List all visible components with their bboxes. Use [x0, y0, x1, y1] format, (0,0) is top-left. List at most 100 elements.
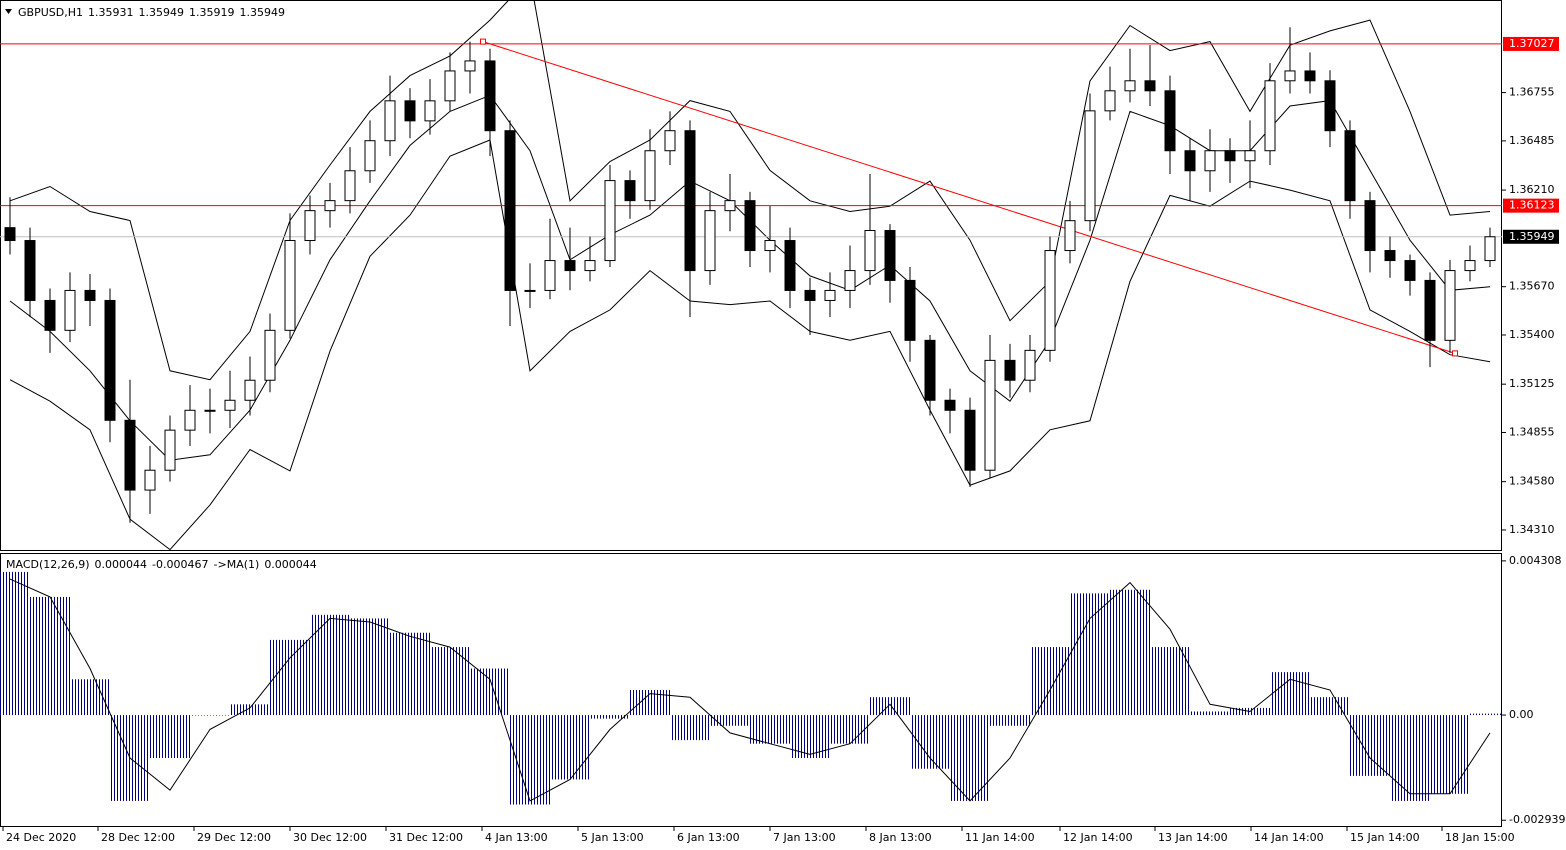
- macd-bar: [910, 715, 950, 769]
- macd-bar: [550, 715, 590, 780]
- candle-body: [924, 339, 936, 401]
- y-tick-label: 1.36755: [1509, 86, 1555, 99]
- candle-body: [224, 399, 236, 411]
- x-tick-label: 29 Dec 12:00: [197, 831, 271, 844]
- candle-body: [1284, 70, 1296, 82]
- candle-body: [1344, 130, 1356, 202]
- y-tick-label: -0.002939: [1509, 813, 1565, 826]
- candle-body: [484, 60, 496, 132]
- macd-bar: [1030, 647, 1070, 716]
- x-tick-label: 13 Jan 14:00: [1158, 831, 1228, 844]
- macd-bar: [1470, 713, 1502, 716]
- candle-body: [904, 279, 916, 341]
- candle-body: [1144, 80, 1156, 92]
- macd-bar: [190, 715, 230, 716]
- candle-body: [1404, 260, 1416, 281]
- macd-bar: [750, 715, 790, 744]
- candle-body: [1064, 220, 1076, 252]
- macd-header: MACD(12,26,9) 0.000044 -0.000467 ->MA(1)…: [6, 558, 317, 571]
- candle-body: [764, 240, 776, 252]
- y-tick-label: 1.35400: [1509, 328, 1555, 341]
- price-label: 1.37027: [1509, 37, 1555, 50]
- y-tick-label: 1.35670: [1509, 280, 1555, 293]
- candle-body: [464, 60, 476, 72]
- candle-body: [524, 289, 536, 292]
- candle-body: [1264, 80, 1276, 152]
- macd-bar: [1150, 647, 1190, 716]
- macd-bar: [150, 715, 190, 758]
- candle-body: [624, 180, 636, 202]
- y-tick-label: 1.36485: [1509, 134, 1555, 147]
- candle-body: [844, 270, 856, 291]
- macd-bar: [1270, 672, 1310, 716]
- signal-name: ->MA(1): [213, 558, 260, 571]
- quote-high: 1.35949: [138, 6, 184, 19]
- candle-body: [1484, 236, 1496, 262]
- candle-body: [244, 379, 256, 401]
- symbol-header: GBPUSD,H1 1.35931 1.35949 1.35919 1.3594…: [18, 6, 285, 19]
- macd-bar: [1190, 711, 1230, 716]
- candle-body: [104, 299, 116, 421]
- candle-body: [444, 70, 456, 102]
- x-tick-label: 18 Jan 15:00: [1445, 831, 1515, 844]
- x-tick-label: 12 Jan 14:00: [1063, 831, 1133, 844]
- candle-body: [44, 299, 56, 331]
- candle-body: [1184, 150, 1196, 172]
- x-tick-label: 15 Jan 14:00: [1350, 831, 1420, 844]
- macd-bar: [710, 715, 750, 726]
- candle-body: [324, 200, 336, 212]
- bollinger-upper: [9, 0, 1491, 381]
- macd-bar: [70, 679, 110, 716]
- candle-body: [1324, 80, 1336, 132]
- macd-bar: [470, 668, 510, 716]
- macd-bar: [270, 639, 310, 716]
- candle-body: [584, 260, 596, 272]
- x-tick-label: 6 Jan 13:00: [677, 831, 740, 844]
- x-tick-label: 11 Jan 14:00: [965, 831, 1035, 844]
- macd-value: -0.000467: [152, 558, 209, 571]
- candle-body: [664, 130, 676, 152]
- macd-bar: [670, 715, 710, 741]
- candle-body: [404, 100, 416, 122]
- macd-value: 0.000044: [94, 558, 148, 571]
- x-tick-label: 14 Jan 14:00: [1254, 831, 1324, 844]
- macd-bar: [350, 618, 390, 716]
- candle-body: [144, 469, 156, 491]
- candle-body: [744, 200, 756, 252]
- macd-bar: [950, 715, 990, 801]
- candle-body: [1044, 250, 1056, 351]
- candle-body: [1444, 270, 1456, 341]
- macd-bar: [590, 715, 630, 719]
- candle-body: [64, 289, 76, 331]
- trend-anchor: [480, 38, 486, 45]
- candle-body: [1004, 359, 1016, 381]
- candle-body: [424, 100, 436, 122]
- macd-bar: [1430, 715, 1470, 794]
- candle-body: [1224, 150, 1236, 162]
- x-tick-label: 4 Jan 13:00: [485, 831, 548, 844]
- candle-body: [1104, 90, 1116, 112]
- plot-area: [0, 571, 1502, 805]
- candle-body: [544, 260, 556, 291]
- candle-body: [564, 260, 576, 272]
- macd-bar: [230, 704, 270, 716]
- menu-arrow[interactable]: [5, 9, 12, 14]
- x-tick-label: 30 Dec 12:00: [293, 831, 367, 844]
- candle-body: [504, 130, 516, 291]
- candle-body: [804, 289, 816, 301]
- signal-line: [9, 578, 1491, 802]
- current-price-bg: [1503, 229, 1559, 244]
- candle-body: [884, 230, 896, 281]
- macd-bar: [1110, 589, 1150, 716]
- candle-body: [1124, 80, 1136, 92]
- macd-bar: [30, 596, 70, 716]
- candle-body: [1424, 279, 1436, 341]
- macd-bar: [310, 614, 350, 716]
- candle-body: [384, 100, 396, 142]
- plot-area: [0, 0, 1502, 550]
- candle-body: [1304, 70, 1316, 82]
- candle-body: [1384, 250, 1396, 262]
- candle-body: [644, 150, 656, 202]
